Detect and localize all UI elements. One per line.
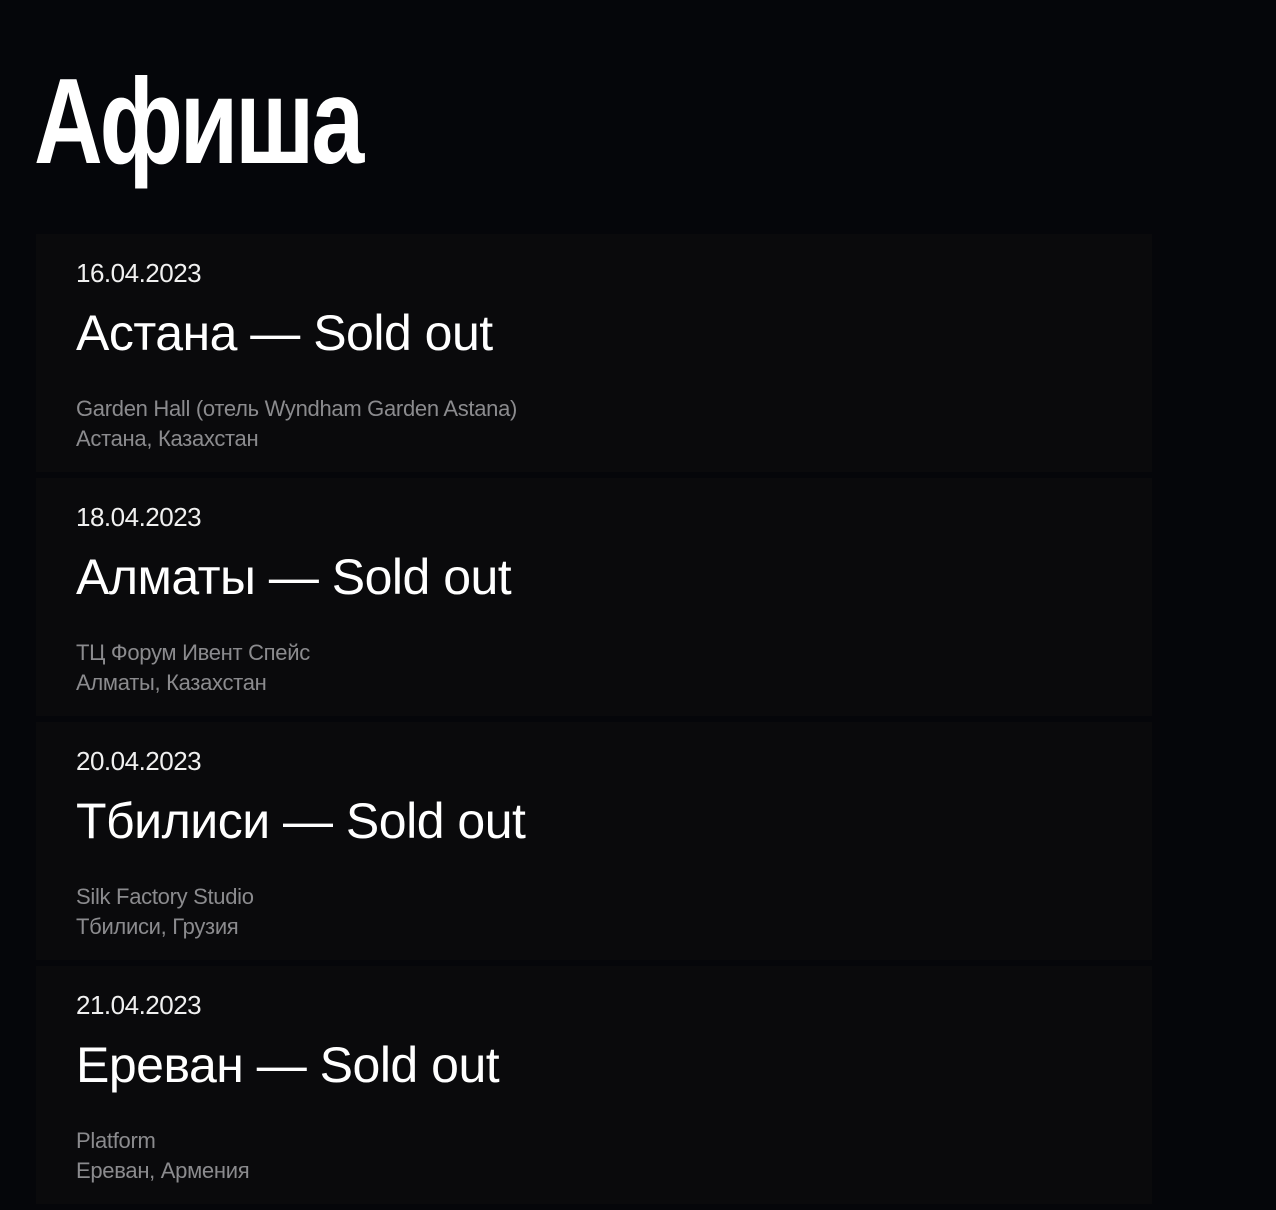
event-date: 21.04.2023 [76, 990, 202, 1020]
event-venue: Silk Factory Studio [76, 884, 254, 909]
event-date: 16.04.2023 [76, 258, 202, 288]
event-venue-block: Platform Ереван, Армения [76, 1126, 250, 1186]
page-title: Афиша [34, 53, 364, 189]
event-venue: Garden Hall (отель Wyndham Garden Astana… [76, 396, 518, 421]
event-venue: ТЦ Форум Ивент Спейс [76, 640, 310, 665]
event-venue: Platform [76, 1128, 156, 1153]
event-card[interactable]: 20.04.2023 Тбилиси — Sold out Silk Facto… [36, 722, 1152, 960]
event-date: 18.04.2023 [76, 502, 202, 532]
event-date: 20.04.2023 [76, 746, 202, 776]
event-card[interactable]: 21.04.2023 Ереван — Sold out Platform Ер… [36, 966, 1152, 1204]
event-location: Ереван, Армения [76, 1158, 250, 1183]
event-card[interactable]: 16.04.2023 Астана — Sold out Garden Hall… [36, 234, 1152, 472]
event-title[interactable]: Астана — Sold out [76, 305, 493, 361]
event-venue-block: Silk Factory Studio Тбилиси, Грузия [76, 882, 254, 942]
event-card[interactable]: 18.04.2023 Алматы — Sold out ТЦ Форум Ив… [36, 478, 1152, 716]
event-location: Астана, Казахстан [76, 426, 259, 451]
event-venue-block: ТЦ Форум Ивент Спейс Алматы, Казахстан [76, 638, 310, 698]
event-title[interactable]: Ереван — Sold out [76, 1037, 500, 1093]
events-list: 16.04.2023 Астана — Sold out Garden Hall… [36, 234, 1152, 1210]
event-location: Тбилиси, Грузия [76, 914, 239, 939]
event-location: Алматы, Казахстан [76, 670, 267, 695]
event-title[interactable]: Тбилиси — Sold out [76, 793, 526, 849]
event-venue-block: Garden Hall (отель Wyndham Garden Astana… [76, 394, 517, 454]
event-title[interactable]: Алматы — Sold out [76, 549, 512, 605]
